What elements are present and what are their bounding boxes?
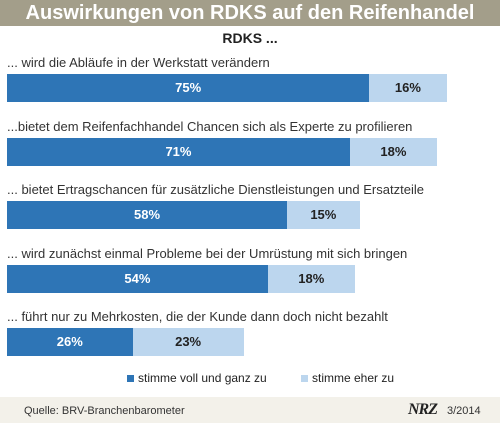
legend-label-eher: stimme eher zu [312, 371, 395, 385]
chart-title: RDKS ... [222, 30, 278, 46]
bar-stimme-voll: 54% [7, 264, 268, 293]
chart-legend: stimme voll und ganz zu stimme eher zu [0, 371, 500, 387]
category-label: ... wird zunächst einmal Probleme bei de… [7, 245, 408, 261]
data-label: 16% [394, 80, 421, 95]
bar-stimme-voll: 75% [7, 74, 370, 102]
legend-swatch-voll [127, 375, 134, 382]
legend-swatch-eher [301, 375, 308, 382]
bar-stimme-eher: 18% [267, 264, 355, 293]
category-label: ... führt nur zu Mehrkosten, die der Kun… [7, 309, 388, 324]
data-label: 75% [175, 80, 202, 95]
data-label: 54% [124, 270, 151, 286]
bar-stimme-eher: 23% [132, 328, 244, 356]
issue-number: 3/2014 [447, 405, 481, 417]
source-note: Quelle: BRV-Branchenbarometer [24, 405, 185, 417]
data-label: 71% [165, 143, 192, 159]
bar-stimme-eher: 18% [349, 137, 437, 166]
category-label: ... bietet Ertragschancen für zusätzlich… [7, 182, 424, 197]
data-label: 18% [298, 270, 325, 286]
legend-label-voll: stimme voll und ganz zu [138, 371, 267, 385]
bar-stimme-voll: 71% [7, 137, 350, 166]
bar-stimme-voll: 26% [7, 328, 133, 356]
bar-stimme-eher: 15% [287, 201, 360, 229]
category-label: ... wird die Abläufe in der Werkstatt ve… [7, 55, 270, 70]
data-label: 18% [380, 143, 407, 159]
data-label: 26% [56, 334, 83, 349]
data-label: 15% [310, 207, 337, 222]
data-label: 58% [134, 207, 161, 222]
bar-stimme-eher: 16% [369, 74, 447, 102]
brand-logo: NRZ [408, 401, 438, 418]
category-label: ...bietet dem Reifenfachhandel Chancen s… [7, 118, 413, 134]
bar-stimme-voll: 58% [7, 201, 288, 229]
data-label: 23% [175, 334, 202, 349]
page-title: Auswirkungen von RDKS auf den Reifenhand… [0, 0, 500, 26]
